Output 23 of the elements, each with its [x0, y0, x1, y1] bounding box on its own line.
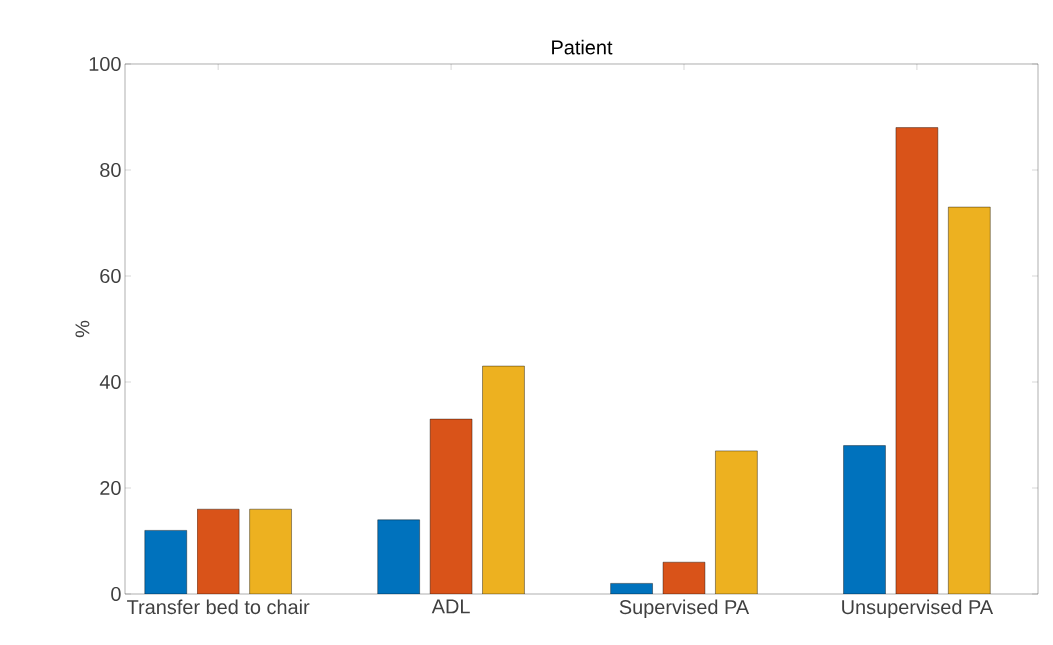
- bar: [662, 562, 706, 594]
- chart-title: Patient: [552, 39, 613, 55]
- x-tick-label: Supervised PA: [619, 599, 750, 619]
- bar: [377, 519, 420, 594]
- bar: [144, 530, 187, 594]
- y-tick-label: 80: [100, 162, 121, 178]
- bar: [197, 509, 240, 594]
- y-tick-label: 100: [89, 56, 121, 72]
- bar: [429, 418, 473, 594]
- bar: [715, 450, 758, 594]
- bar: [948, 206, 991, 594]
- bar: [249, 509, 292, 594]
- y-tick-label: 0: [111, 586, 121, 602]
- x-tick-label: Transfer bed to chair: [127, 599, 310, 615]
- bar: [482, 365, 525, 594]
- y-tick-label: 20: [100, 480, 121, 496]
- x-tick-label: Unsupervised PA: [842, 599, 994, 619]
- y-tick-label: 60: [100, 268, 121, 284]
- y-axis-title: %: [75, 320, 90, 338]
- bar: [895, 127, 939, 594]
- x-tick-label: ADL: [431, 599, 470, 614]
- bar: [843, 445, 886, 594]
- y-tick-label: 40: [99, 374, 121, 390]
